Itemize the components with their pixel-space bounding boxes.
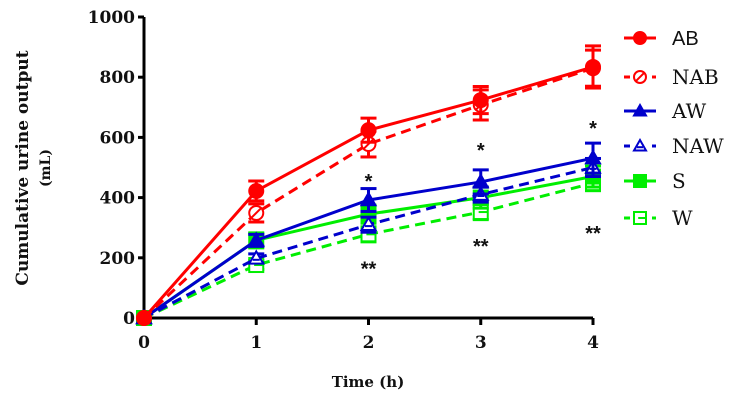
data-point	[472, 92, 489, 109]
marker-slash	[635, 72, 645, 82]
legend-item-aw: AW	[624, 99, 707, 123]
marker-shape	[632, 137, 648, 152]
data-point	[248, 204, 265, 221]
legend-label: NAW	[672, 134, 724, 158]
marker-shape	[360, 122, 377, 139]
data-point	[247, 231, 265, 247]
marker-shape	[633, 31, 647, 45]
marker-shape	[247, 231, 265, 247]
x-tick-label: 0	[138, 333, 150, 353]
axes: 0 200 400 600 800 1000 0 1 2 3 4	[88, 8, 599, 353]
series-ab	[136, 44, 601, 326]
legend-marker	[632, 137, 648, 152]
marker-shape	[632, 102, 648, 117]
y-axis-title-line-2: (mL)	[38, 149, 54, 187]
marker-slash	[250, 207, 262, 219]
data-point	[248, 182, 265, 199]
legend-marker	[633, 174, 647, 188]
marker-shape	[248, 182, 265, 199]
marker-shape	[633, 174, 647, 188]
legend-item-nab: NAB	[624, 65, 719, 89]
x-tick-label: 2	[363, 333, 375, 353]
x-tick-label: 1	[250, 333, 262, 353]
legend-label: NAB	[672, 65, 719, 89]
legend-item-naw: NAW	[624, 134, 724, 158]
y-tick-label: 0	[123, 309, 135, 329]
legend-label: AB	[672, 28, 699, 50]
significance-annotation: **	[585, 223, 601, 245]
annotations-group: *********	[361, 118, 601, 280]
marker-shape	[472, 172, 490, 189]
y-tick-label: 600	[100, 128, 136, 148]
y-axis-title-line-1: Cumulative urine output	[13, 50, 33, 285]
data-point	[360, 122, 377, 139]
legend-marker	[633, 211, 647, 225]
data-point	[247, 249, 265, 265]
significance-annotation: *	[365, 171, 373, 193]
legend-label: AW	[671, 99, 707, 123]
series-line-nab	[142, 66, 594, 320]
y-tick-label: 1000	[88, 8, 135, 28]
data-point	[585, 58, 601, 75]
legend-marker	[633, 70, 647, 84]
significance-annotation: *	[477, 140, 485, 162]
significance-annotation: *	[589, 118, 597, 140]
legend-marker	[633, 31, 647, 45]
legend-marker	[632, 102, 648, 117]
y-axis-title: Cumulative urine output (mL)	[13, 50, 54, 285]
marker-shape	[136, 310, 152, 326]
legend-label: W	[672, 206, 693, 230]
y-tick-label: 200	[100, 249, 136, 269]
data-point	[360, 136, 377, 153]
legend-label: S	[672, 169, 686, 193]
legend-item-s: S	[624, 169, 686, 193]
significance-annotation: **	[361, 258, 377, 280]
legend-item-w: W	[624, 206, 693, 230]
legend: AB NAB AW NAW SW	[624, 28, 724, 230]
x-tick-label: 3	[475, 333, 487, 353]
x-tick-label: 4	[587, 333, 599, 353]
legend-item-ab: AB	[624, 28, 699, 50]
series-naw	[135, 156, 602, 325]
marker-shape	[359, 190, 378, 207]
data-point	[136, 310, 152, 326]
series-group	[135, 44, 602, 326]
marker-shape	[584, 149, 602, 165]
marker-shape	[472, 92, 489, 109]
data-point	[584, 149, 602, 165]
x-axis-title: Time (h)	[332, 373, 405, 391]
data-point	[472, 172, 490, 189]
significance-annotation: **	[473, 236, 489, 258]
y-tick-label: 800	[100, 68, 136, 88]
y-tick-label: 400	[100, 189, 136, 209]
data-point	[359, 190, 378, 207]
data-point	[359, 215, 378, 231]
marker-shape	[585, 58, 601, 75]
